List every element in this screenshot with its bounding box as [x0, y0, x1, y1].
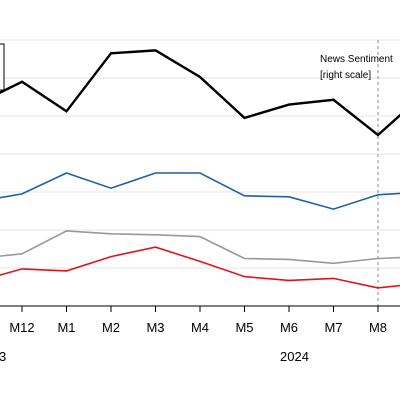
- series-line-3: [0, 230, 400, 265]
- x-tick-label: M3: [146, 320, 164, 335]
- x-tick-label: M5: [235, 320, 253, 335]
- year-label-first: 3: [0, 349, 6, 364]
- x-tick-label: M1: [57, 320, 75, 335]
- series-line-4: [0, 246, 400, 289]
- x-tick-label: M6: [280, 320, 298, 335]
- x-tick-label: M8: [369, 320, 387, 335]
- x-tick-label: M2: [102, 320, 120, 335]
- series-line-2: [0, 172, 400, 210]
- x-tick-label: M7: [324, 320, 342, 335]
- annotation-line-2: [right scale]: [320, 70, 371, 81]
- year-label-second: 2024: [280, 349, 309, 364]
- annotation-line-1: News Sentiment: [320, 54, 393, 65]
- series-lines: [0, 49, 400, 289]
- x-tick-label: M12: [9, 320, 34, 335]
- x-tick-label: M4: [191, 320, 209, 335]
- series-line-1: [0, 49, 400, 137]
- x-axis-ticks: M12 M1 M2 M3 M4 M5 M6 M7 M8: [9, 306, 387, 335]
- legend-box: [0, 43, 5, 91]
